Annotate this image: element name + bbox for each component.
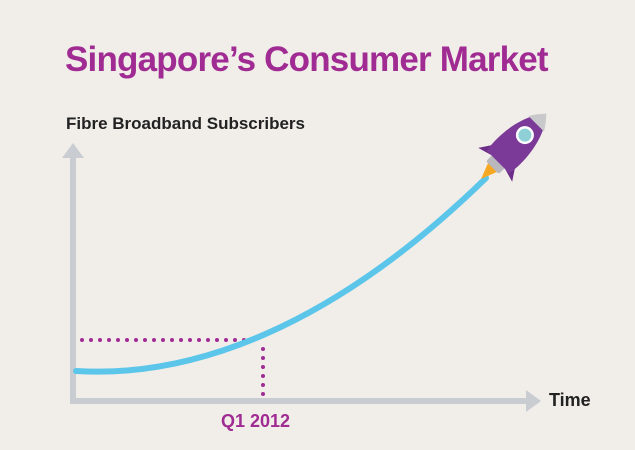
- annotation-q1-2012: Q1 2012: [221, 411, 291, 431]
- y-axis-arrow-icon: [62, 143, 84, 158]
- x-axis: [70, 390, 541, 412]
- x-axis-label: Time: [549, 390, 591, 410]
- y-axis: [62, 143, 84, 402]
- subscriber-curve: [73, 175, 489, 375]
- y-axis-label: Fibre Broadband Subscribers: [66, 114, 305, 133]
- x-axis-arrow-icon: [526, 390, 541, 412]
- rocket-icon: [478, 113, 547, 182]
- chart-title: Singapore’s Consumer Market: [65, 40, 549, 79]
